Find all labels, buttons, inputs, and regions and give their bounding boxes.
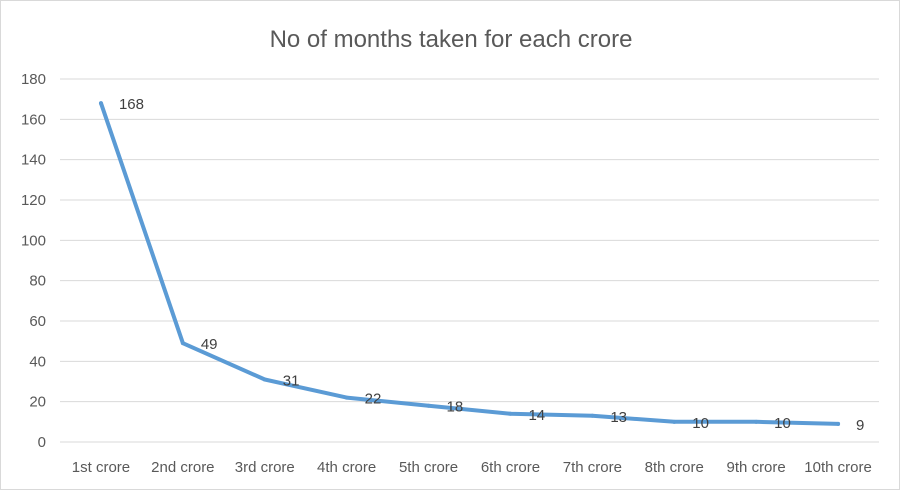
data-point <box>836 421 841 426</box>
y-tick-label: 160 <box>21 111 46 128</box>
x-tick-label: 1st crore <box>72 459 130 476</box>
data-label: 31 <box>283 372 300 389</box>
x-tick-label: 3rd crore <box>235 459 295 476</box>
series-layer <box>98 101 841 426</box>
data-label: 49 <box>201 336 218 353</box>
x-tick-label: 7th crore <box>563 459 622 476</box>
data-label: 168 <box>119 96 144 113</box>
y-tick-label: 20 <box>29 394 46 411</box>
chart-title: No of months taken for each crore <box>270 26 633 53</box>
y-tick-label: 120 <box>21 192 46 209</box>
data-point <box>590 413 595 418</box>
x-tick-label: 5th crore <box>399 459 458 476</box>
data-labels: 168 49 31 22 18 14 13 10 10 9 <box>119 96 864 434</box>
data-label: 22 <box>365 391 382 408</box>
gridlines <box>60 78 879 443</box>
data-point <box>508 411 513 416</box>
data-point <box>344 395 349 400</box>
x-axis-ticks: 1st crore 2nd crore 3rd crore 4th crore 5th … <box>72 459 872 476</box>
data-point <box>672 419 677 424</box>
data-label: 10 <box>774 415 791 432</box>
data-label: 14 <box>528 407 545 424</box>
x-tick-label: 2nd crore <box>151 459 214 476</box>
y-tick-label: 100 <box>21 232 46 249</box>
y-tick-label: 0 <box>38 434 46 451</box>
data-point <box>98 101 103 106</box>
x-tick-label: 4th crore <box>317 459 376 476</box>
x-tick-label: 9th crore <box>727 459 786 476</box>
data-point <box>180 341 185 346</box>
y-tick-label: 140 <box>21 152 46 169</box>
data-label: 18 <box>447 399 464 416</box>
y-tick-label: 180 <box>21 71 46 88</box>
y-tick-label: 80 <box>29 273 46 290</box>
x-tick-label: 6th crore <box>481 459 540 476</box>
data-point <box>426 403 431 408</box>
data-label: 13 <box>610 409 627 426</box>
data-label: 9 <box>856 417 864 434</box>
y-axis-ticks: 0 20 40 60 80 100 120 140 160 180 <box>21 71 46 451</box>
data-point <box>262 377 267 382</box>
series-line <box>99 101 841 426</box>
x-tick-label: 10th crore <box>804 459 872 476</box>
data-point <box>754 419 759 424</box>
y-tick-label: 60 <box>29 313 46 330</box>
x-tick-label: 8th crore <box>645 459 704 476</box>
data-label: 10 <box>692 415 709 432</box>
y-tick-label: 40 <box>29 353 46 370</box>
